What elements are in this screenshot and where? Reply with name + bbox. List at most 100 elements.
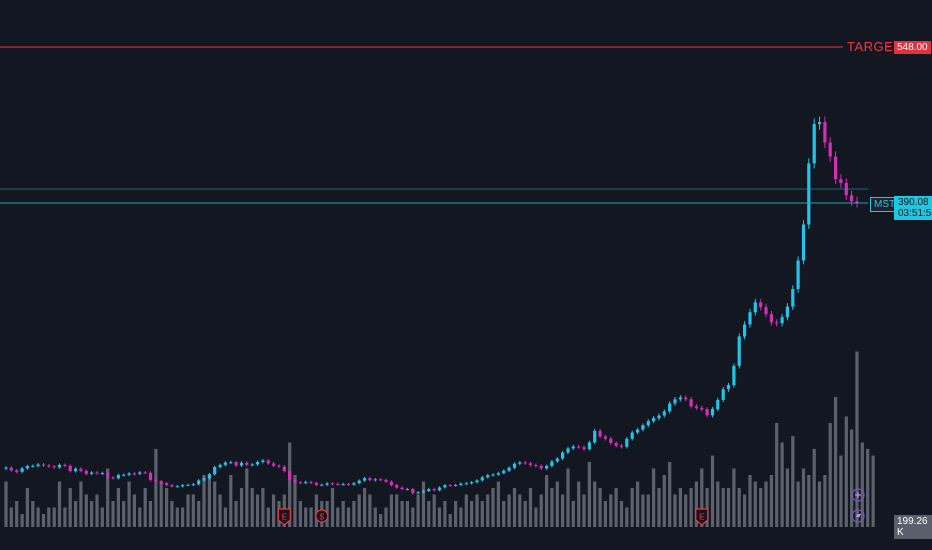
volume-bar (860, 442, 864, 527)
volume-bar (737, 488, 741, 527)
volume-bar (213, 481, 217, 527)
volume-bar (630, 488, 634, 527)
volume-bar (47, 507, 51, 527)
dividend-marker[interactable]: $ (315, 509, 329, 523)
volume-bar (122, 501, 126, 527)
volume-bar (716, 481, 720, 527)
candle (47, 464, 51, 468)
candle (561, 450, 565, 461)
candle (448, 484, 452, 487)
candle (855, 196, 859, 208)
volume-bar (454, 501, 458, 527)
candle (732, 363, 736, 388)
candle (229, 460, 233, 465)
volume-bar (421, 481, 426, 527)
volume-bar (566, 468, 570, 527)
volume-bar (437, 507, 442, 527)
candle (555, 457, 559, 463)
volume-bar (866, 449, 870, 527)
volume-bar (491, 488, 495, 527)
candle (100, 471, 104, 475)
volume-bar (673, 494, 677, 527)
volume-bar (9, 507, 13, 527)
volume-bar (448, 514, 452, 527)
volume-bar (79, 481, 83, 527)
volume-bar (154, 449, 158, 527)
candle (197, 479, 201, 486)
candle (646, 419, 650, 428)
volume-bar (785, 468, 789, 527)
candle (68, 464, 72, 473)
candle (325, 482, 329, 486)
candle (309, 480, 313, 485)
volume-bar (255, 494, 260, 527)
candle (437, 486, 442, 492)
earnings-marker[interactable]: E (277, 508, 291, 526)
volume-bar (839, 455, 843, 527)
target-price-badge: 548.00 (894, 41, 931, 54)
candle (823, 116, 827, 148)
candle (31, 464, 35, 468)
candle (716, 397, 720, 412)
volume-bar (807, 475, 811, 527)
candle (411, 487, 415, 495)
volume-bar (352, 501, 356, 527)
candle (79, 467, 83, 473)
volume-bar (561, 494, 565, 527)
volume-bar (769, 475, 773, 527)
volume-bar (341, 501, 345, 527)
earnings-marker[interactable]: E (695, 508, 709, 526)
volume-bar (336, 507, 340, 527)
candle (630, 430, 634, 441)
candle (550, 459, 554, 468)
candle (186, 483, 190, 487)
volume-bar (652, 468, 656, 527)
volume-bar (197, 501, 201, 527)
last-price-badge: 390.08 03:51:54 (894, 196, 932, 220)
volume-bar (288, 442, 292, 527)
candle (250, 462, 254, 467)
candle (25, 464, 29, 470)
candle (839, 174, 843, 188)
event-marker-label: E (282, 513, 287, 522)
candle (427, 487, 431, 493)
volume-bar (780, 442, 784, 527)
candle (116, 473, 120, 480)
candle (298, 481, 302, 485)
candle (780, 313, 784, 327)
candle (341, 482, 345, 486)
candle (726, 382, 731, 392)
volume-bar (293, 475, 297, 527)
lightning-icon[interactable] (851, 509, 865, 523)
volume-bar (116, 488, 120, 527)
volume-bar (416, 494, 420, 527)
volume-bar (379, 514, 383, 527)
candle (261, 459, 265, 464)
volume-bar (480, 501, 484, 527)
volume-bar (555, 481, 559, 527)
candle (138, 471, 142, 476)
candle (255, 460, 260, 466)
volume-bar (684, 494, 688, 527)
volume-bar (395, 494, 399, 527)
candle (764, 303, 768, 318)
candle (759, 298, 763, 311)
volume-bar (74, 501, 78, 527)
candle (416, 491, 420, 495)
volume-bar (726, 488, 731, 527)
volume-bar (31, 501, 35, 527)
add-indicator-icon[interactable] (851, 488, 865, 502)
candle (218, 463, 222, 469)
volume-bar (603, 501, 607, 527)
candle (106, 471, 110, 479)
candle (480, 476, 484, 482)
candle (52, 465, 56, 469)
candle (239, 461, 244, 467)
candle (796, 256, 800, 293)
volume-bar (272, 494, 276, 527)
volume-bar (657, 488, 661, 527)
volume-bar (464, 494, 468, 527)
candle (807, 158, 811, 229)
candle (405, 487, 409, 491)
